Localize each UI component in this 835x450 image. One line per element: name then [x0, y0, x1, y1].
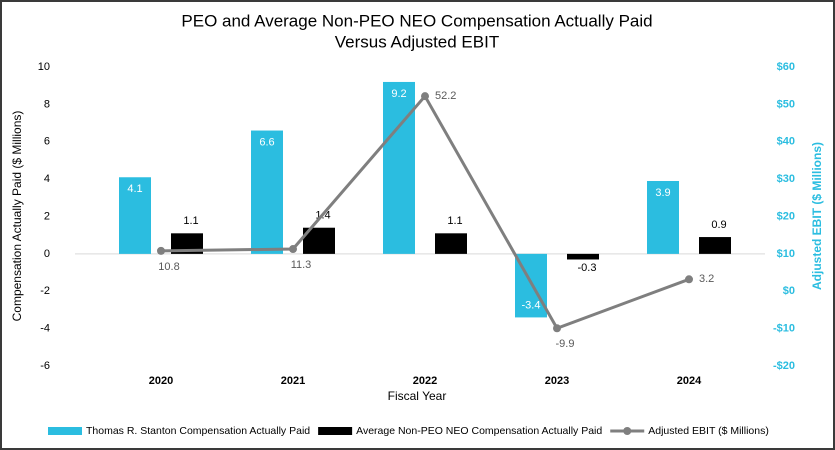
bar: [251, 130, 283, 254]
legend-label: Adjusted EBIT ($ Millions): [648, 425, 769, 437]
y2-axis-title: Adjusted EBIT ($ Millions): [810, 142, 824, 290]
line-value-label: -9.9: [556, 338, 575, 350]
bar: [383, 81, 415, 254]
bar: [567, 253, 599, 260]
legend-swatch: [623, 427, 632, 435]
legend-label: Average Non-PEO NEO Compensation Actuall…: [356, 425, 602, 437]
y2-tick-label: -$10: [773, 323, 795, 335]
y2-tick-label: $0: [783, 285, 795, 297]
value-label: -3.4: [522, 299, 541, 311]
value-label: 4.1: [127, 183, 142, 195]
line-value-label: 3.2: [699, 273, 714, 285]
line-value-label: 11.3: [291, 259, 312, 271]
bar: [699, 237, 731, 254]
value-label: 6.6: [259, 136, 274, 148]
value-label: 1.1: [447, 215, 462, 227]
y2-tick-label: $20: [777, 210, 795, 222]
line-point: [685, 275, 693, 284]
line-value-label: 52.2: [435, 90, 456, 102]
y-axis-title: Compensation Actually Paid ($ Millions): [10, 111, 24, 322]
bar: [171, 233, 203, 254]
value-label: 3.9: [655, 187, 670, 199]
bar: [435, 233, 467, 254]
value-label: 1.1: [183, 215, 198, 227]
x-tick-label: 2024: [677, 375, 702, 387]
y-tick-label: 8: [44, 98, 50, 110]
y-tick-label: -4: [40, 323, 50, 335]
chart-title: PEO and Average Non-PEO NEO Compensation…: [181, 11, 652, 30]
value-label: 0.9: [711, 219, 726, 231]
line-point: [421, 92, 429, 101]
chart-subtitle: Versus Adjusted EBIT: [335, 32, 499, 51]
bar: [119, 177, 151, 254]
y2-tick-label: $40: [777, 136, 795, 148]
y2-tick-label: $50: [777, 98, 795, 110]
y2-tick-label: $30: [777, 173, 795, 185]
y2-tick-label: $60: [777, 61, 795, 73]
legend-swatch: [318, 427, 353, 435]
x-tick-label: 2021: [281, 375, 305, 387]
y-tick-label: -2: [40, 285, 50, 297]
value-label: 9.2: [391, 88, 406, 100]
legend-label: Thomas R. Stanton Compensation Actually …: [86, 425, 310, 437]
line-value-label: 10.8: [158, 261, 179, 273]
y2-tick-label: $10: [777, 248, 795, 260]
y-tick-label: 10: [38, 61, 50, 73]
line-point: [157, 246, 165, 255]
x-tick-label: 2022: [413, 375, 437, 387]
y-tick-label: 6: [44, 136, 50, 148]
value-label: -0.3: [578, 262, 597, 274]
y-tick-label: -6: [40, 360, 50, 372]
y2-tick-label: -$20: [773, 360, 795, 372]
bar: [647, 180, 679, 254]
x-axis-title: Fiscal Year: [388, 389, 447, 403]
y-tick-label: 0: [44, 248, 50, 260]
y-tick-label: 2: [44, 210, 50, 222]
x-tick-label: 2020: [149, 375, 173, 387]
line-point: [289, 245, 297, 254]
legend-swatch: [48, 427, 82, 435]
y-tick-label: 4: [44, 173, 50, 185]
line-point: [553, 324, 561, 333]
x-tick-label: 2023: [545, 375, 569, 387]
